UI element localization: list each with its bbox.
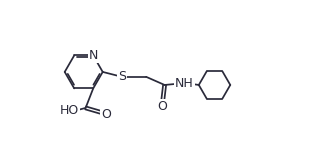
Text: N: N: [89, 49, 98, 62]
Text: HO: HO: [60, 104, 80, 117]
Text: O: O: [158, 100, 167, 113]
Text: S: S: [118, 70, 126, 83]
Text: NH: NH: [175, 77, 193, 90]
Text: O: O: [101, 108, 111, 121]
